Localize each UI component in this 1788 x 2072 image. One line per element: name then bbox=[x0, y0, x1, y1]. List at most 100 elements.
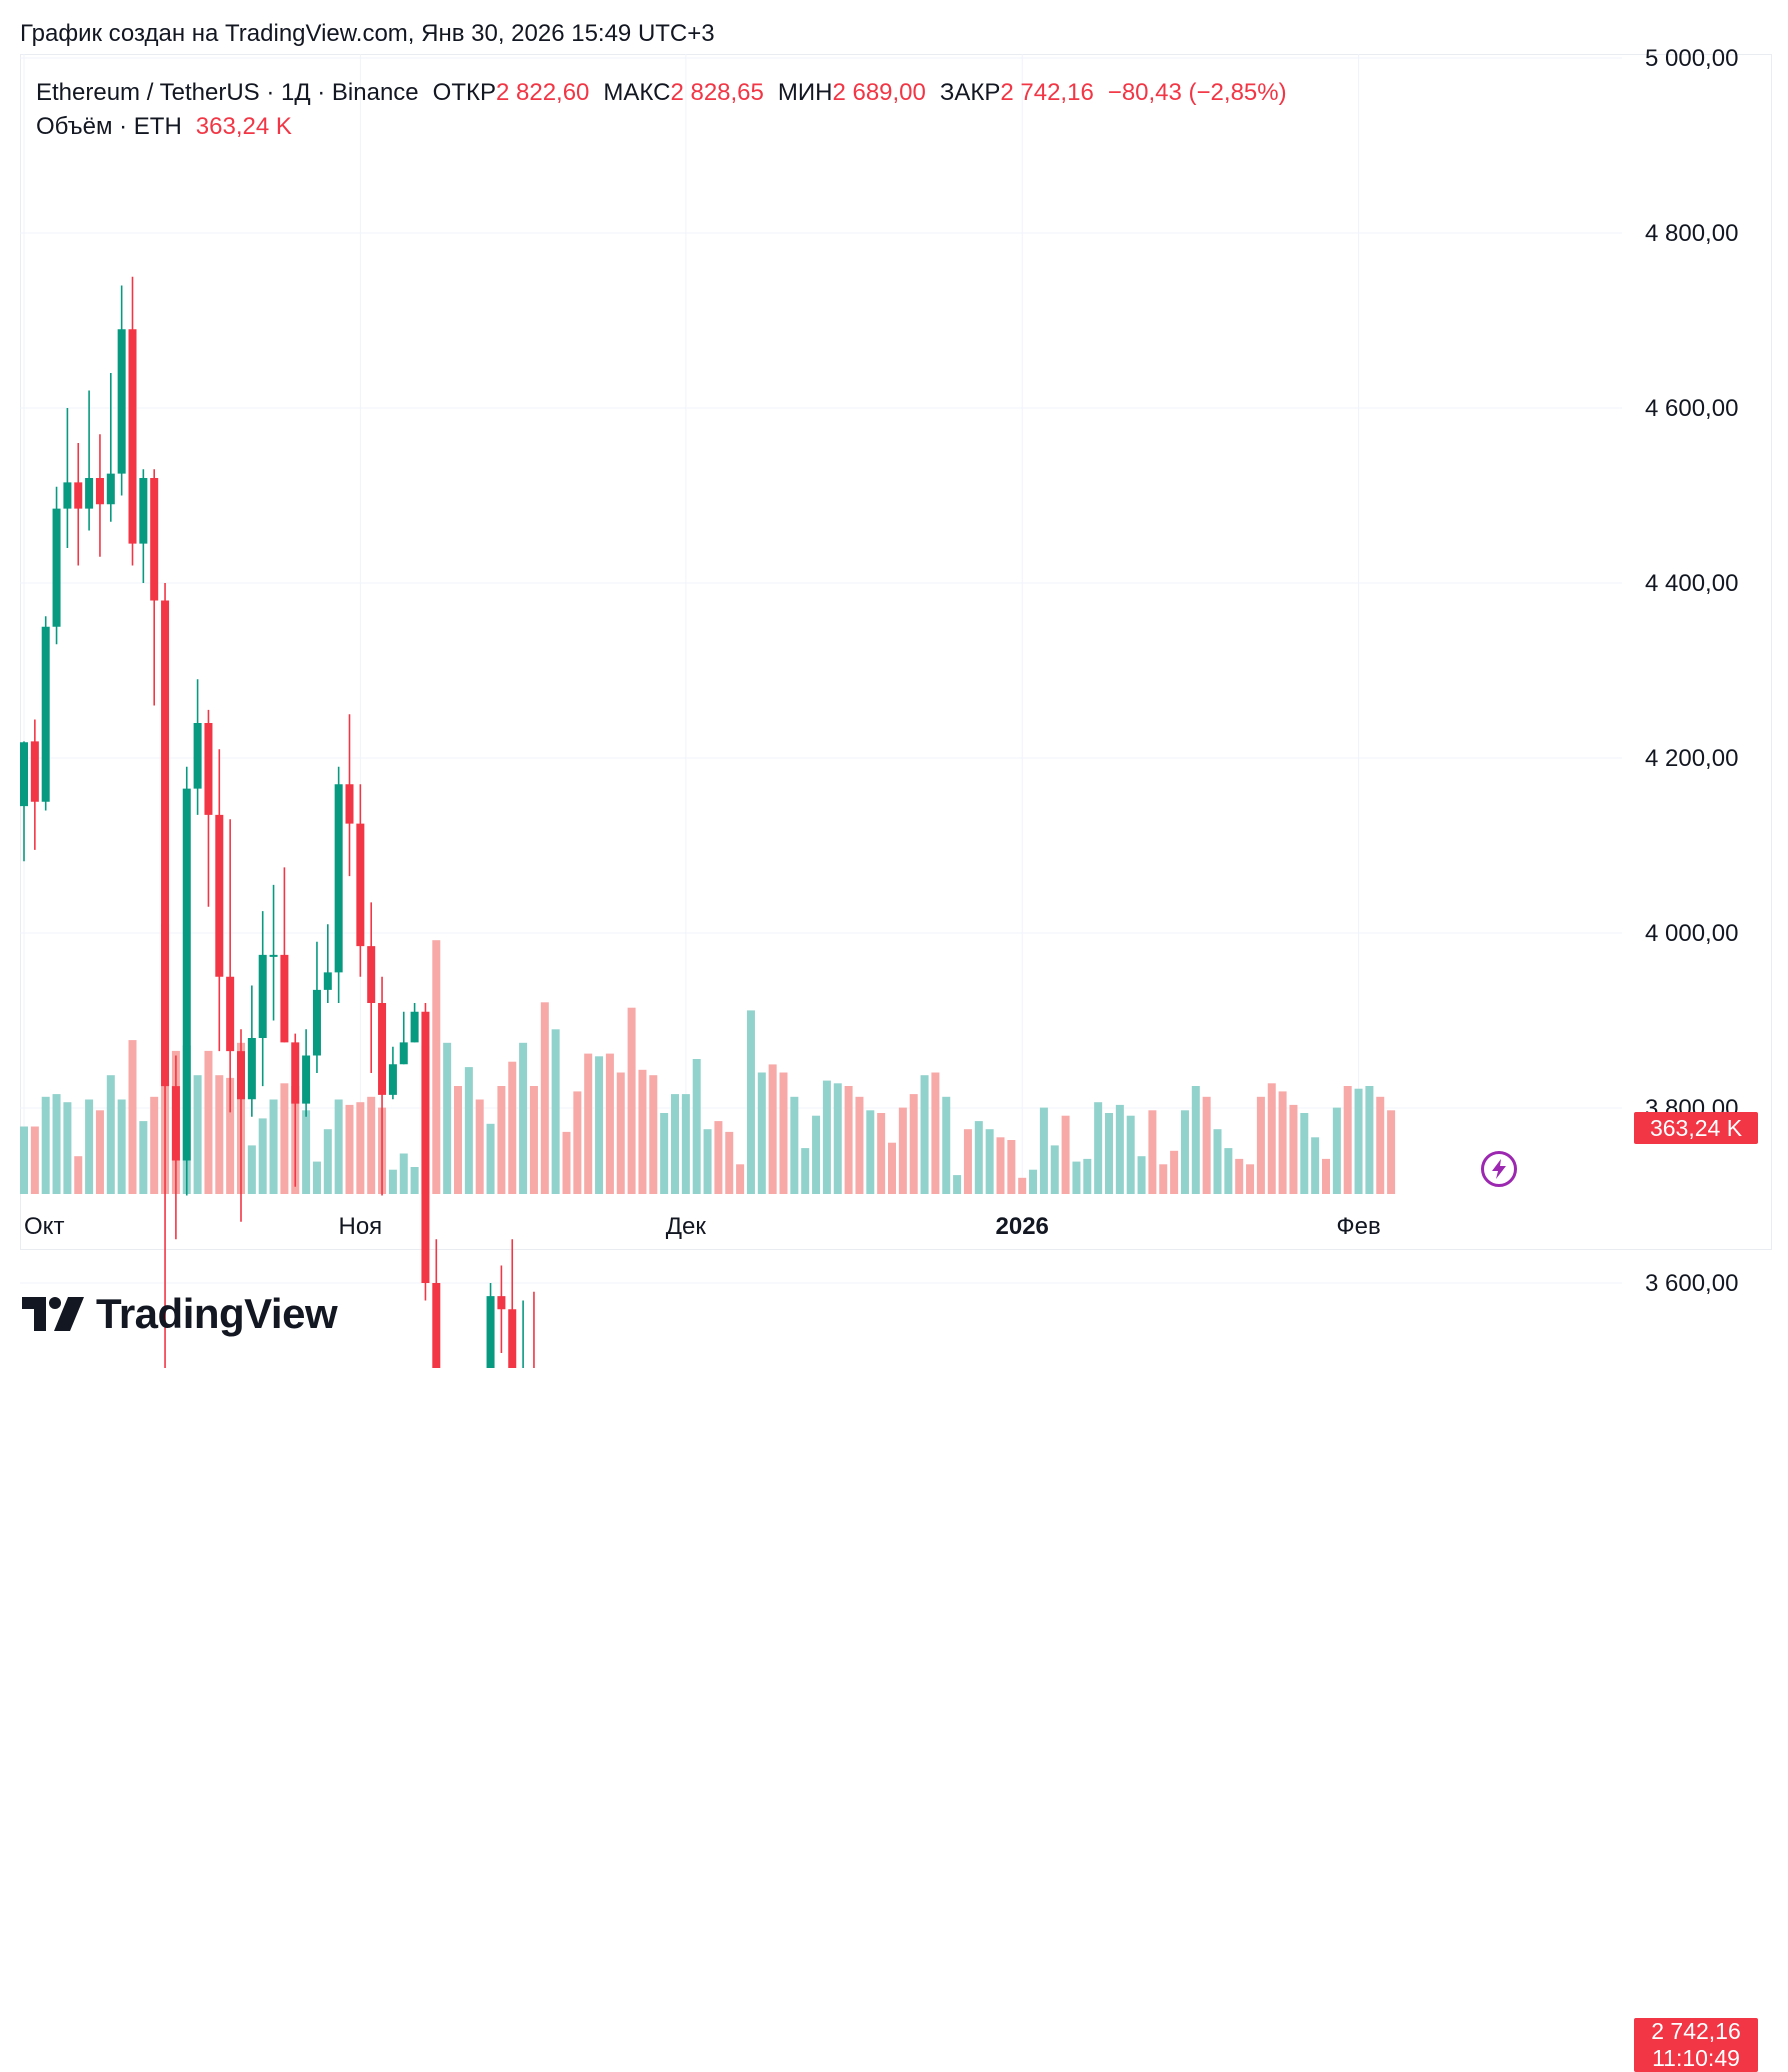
volume-bar bbox=[1170, 1150, 1179, 1194]
volume-bar bbox=[844, 1086, 853, 1194]
volume-bar bbox=[323, 1129, 332, 1194]
volume-bar bbox=[1148, 1110, 1157, 1194]
volume-bar bbox=[801, 1148, 810, 1194]
flash-button[interactable] bbox=[1481, 1151, 1517, 1187]
candle-body bbox=[280, 954, 289, 1043]
candle bbox=[85, 390, 94, 531]
legend-volume-label[interactable]: Объём · ETH bbox=[36, 113, 182, 140]
candle-body bbox=[106, 473, 115, 505]
lightning-icon bbox=[1492, 1159, 1506, 1179]
volume-bar bbox=[475, 1099, 484, 1194]
legend-volume-row: Объём · ETH 363,24 K bbox=[36, 110, 1301, 144]
volume-bar bbox=[1256, 1096, 1265, 1194]
volume-bar bbox=[768, 1064, 777, 1194]
candle bbox=[139, 469, 148, 583]
candle-body bbox=[291, 1042, 300, 1104]
legend-ohlc-row: Ethereum / TetherUS · 1Д · Binance ОТКР … bbox=[36, 76, 1301, 110]
candle bbox=[345, 714, 354, 877]
volume-bar bbox=[280, 1083, 289, 1194]
candle bbox=[204, 709, 213, 907]
candle bbox=[117, 285, 126, 496]
volume-bar bbox=[681, 1094, 690, 1194]
legend-change: −80,43 (−2,85%) bbox=[1107, 79, 1287, 106]
candle bbox=[302, 1029, 311, 1117]
candle-body bbox=[30, 741, 39, 802]
volume-bar bbox=[302, 1110, 311, 1194]
candle bbox=[378, 976, 387, 1196]
bar-countdown: 11:10:49 bbox=[1652, 2044, 1740, 2071]
candle-body bbox=[312, 989, 321, 1056]
candle-body bbox=[345, 784, 354, 824]
volume-bar bbox=[1213, 1129, 1222, 1194]
volume-bar bbox=[822, 1080, 831, 1194]
volume-bar bbox=[703, 1129, 712, 1194]
legend-high-label: МАКС bbox=[603, 79, 671, 106]
price-axis: 5 000,00 4 800,00 4 600,00 4 400,00 4 200,00… bbox=[1645, 45, 1738, 1297]
candlestick-chart[interactable]: 5 000,00 4 800,00 4 600,00 4 400,00 4 200,00… bbox=[0, 0, 1788, 1368]
volume-bar bbox=[551, 1029, 560, 1194]
candle-body bbox=[226, 976, 235, 1052]
volume-bar bbox=[963, 1129, 972, 1194]
candle bbox=[215, 749, 224, 1052]
candle-body bbox=[204, 723, 213, 815]
volume-bar bbox=[1354, 1088, 1363, 1194]
volume-bar bbox=[1289, 1104, 1298, 1194]
volume-bar bbox=[1278, 1091, 1287, 1194]
candle-body bbox=[215, 814, 224, 977]
volume-bar bbox=[464, 1067, 473, 1194]
candle-body bbox=[150, 478, 159, 601]
volume-bar bbox=[627, 1007, 636, 1194]
volume-bar bbox=[247, 1145, 256, 1194]
candle bbox=[533, 1291, 535, 1368]
volume-bar bbox=[736, 1164, 745, 1194]
volume-bar bbox=[1224, 1148, 1233, 1194]
candle bbox=[171, 1055, 180, 1240]
volume-bar bbox=[649, 1075, 658, 1194]
candle bbox=[128, 276, 137, 566]
candle-body bbox=[74, 482, 83, 509]
x-tick-label: Ноя bbox=[339, 1213, 383, 1240]
candle bbox=[356, 784, 365, 977]
candle bbox=[388, 1046, 397, 1100]
candle bbox=[291, 1033, 300, 1187]
volume-bar bbox=[1018, 1177, 1027, 1194]
candle bbox=[226, 819, 235, 1113]
volume-bar bbox=[595, 1056, 604, 1194]
volume-bar bbox=[345, 1104, 354, 1194]
candles bbox=[20, 276, 535, 1368]
legend-low-value: 2 689,00 bbox=[832, 79, 926, 106]
volume-bars bbox=[20, 924, 1396, 1194]
candle-body bbox=[508, 1309, 517, 1368]
legend-symbol[interactable]: Ethereum / TetherUS · 1Д · Binance bbox=[36, 79, 419, 106]
volume-bar bbox=[1332, 1107, 1341, 1194]
volume-bar bbox=[909, 1094, 918, 1194]
volume-bar bbox=[1202, 1096, 1211, 1194]
candle-body bbox=[117, 329, 126, 474]
candle-body bbox=[410, 1011, 419, 1043]
tradingview-logo[interactable]: TradingView bbox=[22, 1290, 338, 1338]
volume-bar bbox=[529, 1086, 538, 1194]
candle bbox=[323, 924, 332, 1003]
last-price-value: 2 742,16 bbox=[1651, 2017, 1741, 2044]
volume-bar bbox=[1376, 1096, 1385, 1194]
candle-body bbox=[323, 972, 332, 990]
volume-bar bbox=[757, 1072, 766, 1194]
candle-body bbox=[334, 784, 343, 973]
volume-bar bbox=[584, 1053, 593, 1194]
y-tick-label: 4 400,00 bbox=[1645, 570, 1738, 597]
volume-bar bbox=[1007, 1140, 1016, 1194]
volume-bar bbox=[1311, 1137, 1320, 1194]
x-tick-label: Фев bbox=[1336, 1213, 1380, 1240]
candle-body bbox=[258, 954, 267, 1038]
legend-close-label: ЗАКР bbox=[939, 79, 1001, 106]
volume-bar bbox=[497, 1086, 506, 1194]
candle bbox=[486, 1283, 495, 1368]
volume-bar bbox=[1050, 1145, 1059, 1194]
candle bbox=[182, 766, 191, 1196]
volume-bar bbox=[1061, 1115, 1070, 1194]
volume-bar bbox=[920, 1075, 929, 1194]
candle bbox=[497, 1265, 506, 1353]
volume-bar bbox=[1126, 1115, 1135, 1194]
volume-bar bbox=[204, 1050, 213, 1194]
y-tick-label: 4 800,00 bbox=[1645, 220, 1738, 247]
